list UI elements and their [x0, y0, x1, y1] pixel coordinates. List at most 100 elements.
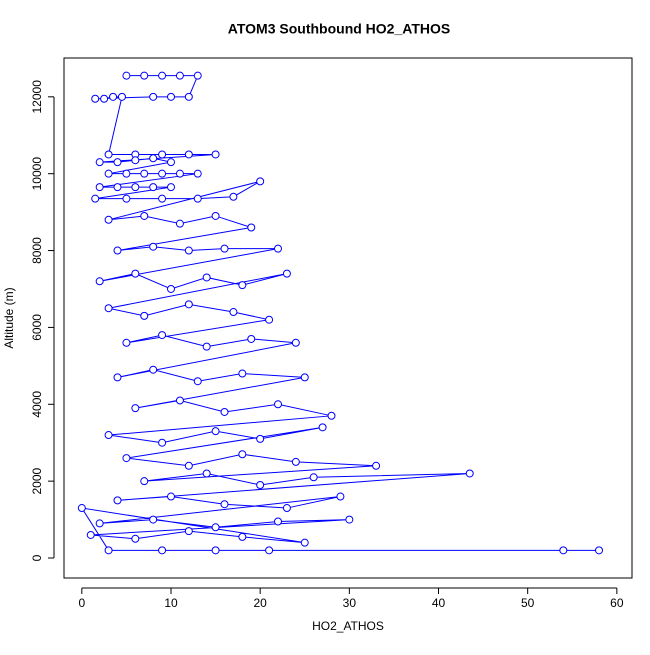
data-point [175, 169, 184, 178]
data-point [247, 223, 256, 232]
data-point [291, 457, 300, 466]
data-point [184, 461, 193, 470]
data-point [140, 211, 149, 220]
data-point [372, 461, 381, 470]
y-tick-label: 2000 [30, 467, 44, 494]
plot-frame [63, 57, 633, 579]
data-point [595, 546, 604, 555]
data-point [149, 515, 158, 524]
data-point [256, 177, 265, 186]
x-tick-label: 30 [343, 596, 357, 610]
data-point [256, 480, 265, 489]
data-point [193, 194, 202, 203]
data-point [122, 454, 131, 463]
data-point [95, 183, 104, 192]
data-point [193, 71, 202, 80]
data-point [140, 71, 149, 80]
data-point [229, 308, 238, 317]
data-point [91, 194, 100, 203]
data-point [220, 407, 229, 416]
data-point [300, 538, 309, 547]
data-point [184, 300, 193, 309]
chart-title: ATOM3 Southbound HO2_ATHOS [228, 21, 450, 37]
data-point [167, 284, 176, 293]
data-point [95, 277, 104, 286]
y-tick-label: 0 [30, 554, 44, 561]
data-point [158, 71, 167, 80]
data-point [113, 373, 122, 382]
data-point [238, 369, 247, 378]
data-point [300, 373, 309, 382]
data-point [113, 246, 122, 255]
data-point [247, 334, 256, 343]
data-point [274, 244, 283, 253]
data-point [202, 273, 211, 282]
data-point [131, 183, 140, 192]
data-point [167, 92, 176, 101]
data-point [327, 411, 336, 420]
data-point [167, 158, 176, 167]
data-point [265, 315, 274, 324]
data-point [274, 517, 283, 526]
data-point [104, 304, 113, 313]
data-point [211, 211, 220, 220]
data-point [211, 523, 220, 532]
data-point [167, 183, 176, 192]
data-line [80, 75, 600, 551]
data-point [220, 500, 229, 509]
data-point [149, 242, 158, 251]
y-tick-label: 8000 [30, 237, 44, 264]
data-point [265, 546, 274, 555]
data-point [211, 546, 220, 555]
x-axis-label: HO2_ATHOS [312, 619, 384, 633]
data-point [211, 150, 220, 159]
data-point [104, 431, 113, 440]
data-point [184, 246, 193, 255]
data-point [238, 450, 247, 459]
data-point [202, 342, 211, 351]
data-point [158, 331, 167, 340]
x-tick-label: 40 [432, 596, 446, 610]
data-point [122, 71, 131, 80]
data-point [149, 92, 158, 101]
data-point [113, 183, 122, 192]
data-point [149, 154, 158, 163]
data-point [211, 427, 220, 436]
data-point [131, 404, 140, 413]
data-point [95, 158, 104, 167]
data-point [91, 94, 100, 103]
data-point [122, 194, 131, 203]
y-tick-label: 6000 [30, 314, 44, 341]
data-point [140, 477, 149, 486]
y-axis-label: Altitude (m) [2, 287, 16, 348]
data-point [122, 338, 131, 347]
data-point [282, 269, 291, 278]
y-tick-label: 4000 [30, 391, 44, 418]
data-point [158, 150, 167, 159]
data-point [113, 496, 122, 505]
data-point [291, 338, 300, 347]
data-point [104, 215, 113, 224]
data-point [109, 92, 118, 101]
data-point [175, 71, 184, 80]
data-point [175, 219, 184, 228]
data-point [122, 169, 131, 178]
data-point [175, 396, 184, 405]
data-point [229, 192, 238, 201]
data-point [113, 158, 122, 167]
data-point [238, 532, 247, 541]
data-point [77, 504, 86, 513]
data-point [158, 194, 167, 203]
data-point [86, 530, 95, 539]
y-tick-label: 12000 [30, 80, 44, 114]
data-point [336, 492, 345, 501]
data-point [158, 169, 167, 178]
data-point [95, 519, 104, 528]
data-point [140, 169, 149, 178]
data-point [131, 269, 140, 278]
data-point [274, 400, 283, 409]
data-point [100, 94, 109, 103]
data-point [158, 438, 167, 447]
x-tick-label: 50 [521, 596, 535, 610]
